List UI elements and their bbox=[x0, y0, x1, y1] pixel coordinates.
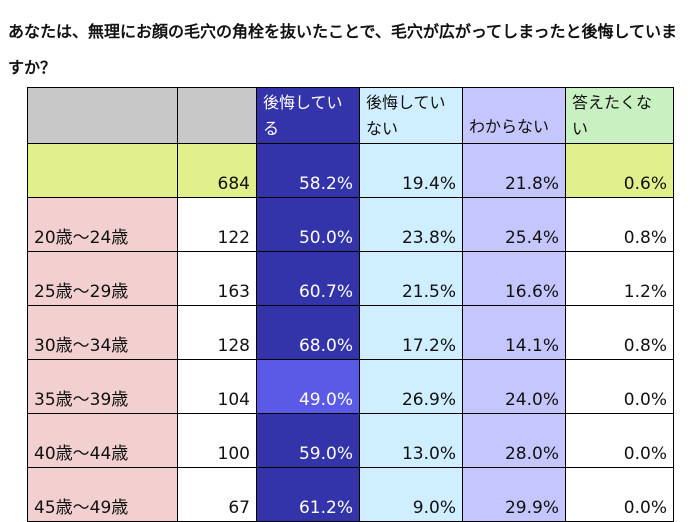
value-cell: 24.0% bbox=[462, 359, 566, 414]
table-row: 45歳～49歳 67 61.2% 9.0% 29.9% 0.0% bbox=[27, 467, 674, 522]
value-cell: 0.0% bbox=[565, 467, 674, 522]
value-cell: 19.4% bbox=[359, 143, 463, 198]
value-cell: 58.2% bbox=[256, 143, 360, 198]
value-cell: 1.2% bbox=[565, 251, 674, 306]
value-cell: 16.6% bbox=[462, 251, 566, 306]
value-cell: 9.0% bbox=[359, 467, 463, 522]
row-count: 67 bbox=[177, 467, 257, 522]
header-label-cell bbox=[27, 87, 178, 144]
value-cell: 29.9% bbox=[462, 467, 566, 522]
row-count: 163 bbox=[177, 251, 257, 306]
header-no-regret: 後悔していない bbox=[359, 87, 463, 144]
value-cell: 0.0% bbox=[565, 359, 674, 414]
row-label: 35歳～39歳 bbox=[27, 359, 178, 414]
header-count-cell bbox=[177, 87, 257, 144]
value-cell: 21.8% bbox=[462, 143, 566, 198]
value-cell: 13.0% bbox=[359, 413, 463, 468]
row-count: 128 bbox=[177, 305, 257, 360]
chart-title: あなたは、無理にお顔の毛穴の角栓を抜いたことで、毛穴が広がってしまったと後悔して… bbox=[8, 22, 677, 77]
survey-table: 後悔している 後悔していない わからない 答えたくない 684 58.2% 19.4… bbox=[27, 87, 674, 522]
value-cell: 25.4% bbox=[462, 197, 566, 252]
header-unknown: わからない bbox=[462, 87, 566, 144]
row-label: 20歳～24歳 bbox=[27, 197, 178, 252]
value-cell: 0.6% bbox=[565, 143, 674, 198]
row-count: 100 bbox=[177, 413, 257, 468]
value-cell: 23.8% bbox=[359, 197, 463, 252]
row-label: 25歳～29歳 bbox=[27, 251, 178, 306]
value-cell: 0.8% bbox=[565, 197, 674, 252]
value-cell: 26.9% bbox=[359, 359, 463, 414]
value-cell: 14.1% bbox=[462, 305, 566, 360]
value-cell: 59.0% bbox=[256, 413, 360, 468]
header-no-answer: 答えたくない bbox=[565, 87, 674, 144]
value-cell: 68.0% bbox=[256, 305, 360, 360]
row-count: 122 bbox=[177, 197, 257, 252]
value-cell: 61.2% bbox=[256, 467, 360, 522]
row-count: 104 bbox=[177, 359, 257, 414]
table-row: 40歳～44歳 100 59.0% 13.0% 28.0% 0.0% bbox=[27, 413, 674, 468]
value-cell: 0.8% bbox=[565, 305, 674, 360]
table-row: 25歳～29歳 163 60.7% 21.5% 16.6% 1.2% bbox=[27, 251, 674, 306]
table-row: 30歳～34歳 128 68.0% 17.2% 14.1% 0.8% bbox=[27, 305, 674, 360]
value-cell: 49.0% bbox=[256, 359, 360, 414]
row-count: 684 bbox=[177, 143, 257, 198]
row-label: 30歳～34歳 bbox=[27, 305, 178, 360]
row-label: 40歳～44歳 bbox=[27, 413, 178, 468]
header-regret: 後悔している bbox=[256, 87, 360, 144]
value-cell: 60.7% bbox=[256, 251, 360, 306]
table-row: 684 58.2% 19.4% 21.8% 0.6% bbox=[27, 143, 674, 198]
row-label: 45歳～49歳 bbox=[27, 467, 178, 522]
value-cell: 17.2% bbox=[359, 305, 463, 360]
table-body: 684 58.2% 19.4% 21.8% 0.6% 20歳～24歳 122 50.0% 23.… bbox=[27, 143, 674, 522]
table-row: 35歳～39歳 104 49.0% 26.9% 24.0% 0.0% bbox=[27, 359, 674, 414]
value-cell: 50.0% bbox=[256, 197, 360, 252]
header-row: 後悔している 後悔していない わからない 答えたくない bbox=[27, 87, 674, 144]
table-row: 20歳～24歳 122 50.0% 23.8% 25.4% 0.8% bbox=[27, 197, 674, 252]
row-label bbox=[27, 143, 178, 198]
value-cell: 21.5% bbox=[359, 251, 463, 306]
value-cell: 0.0% bbox=[565, 413, 674, 468]
value-cell: 28.0% bbox=[462, 413, 566, 468]
